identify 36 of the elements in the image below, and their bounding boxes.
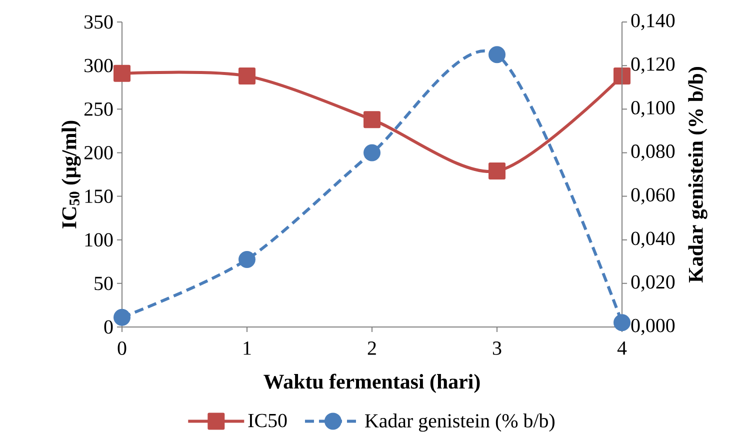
y-tick-label: 50 [94,276,113,290]
y-tick-label: 350 [84,15,113,29]
y2-tick-label: 0,080 [631,144,675,161]
x-tick-label: 4 [617,342,627,355]
x-axis-title: Waktu fermentasi (hari) [264,374,480,393]
x-tick-label: 3 [492,342,502,355]
point [488,46,506,64]
y-tick-label: 250 [84,102,113,116]
x-tick-label: 2 [368,342,376,355]
y2-tick-label: 0,140 [631,14,675,30]
point [364,144,381,162]
y2-tick-label: 0,020 [631,275,675,292]
point [114,308,130,326]
y2-tick-label: 0,000 [631,318,675,336]
legend-label: IC50 [248,414,287,428]
legend-label: Kadar genistein (% b/b) [365,414,554,432]
y2-tick-label: 0,120 [631,57,675,74]
point [364,111,381,128]
y-tick-label: 200 [84,146,113,160]
x-tick-label: 0 [118,342,126,355]
y-tick-label: 300 [84,58,113,72]
y-tick-label: 150 [85,190,113,203]
x-tick-label: 1 [244,342,251,355]
point [614,68,631,85]
point [114,64,130,82]
point [614,314,631,332]
point [238,250,256,268]
y2-tick-label: 0,100 [631,100,675,118]
y2-axis-title: Kadar genistein (% b/b) [688,67,708,283]
y2-tick-label: 0,040 [631,232,675,248]
y-tick-label: 100 [85,233,113,247]
point [488,162,506,180]
y2-tick-label: 0,060 [631,188,675,204]
y-tick-label: 0 [104,320,113,334]
y-axis-title: IC$_{50}$ (µg/ml) [62,120,81,228]
point [238,68,256,85]
